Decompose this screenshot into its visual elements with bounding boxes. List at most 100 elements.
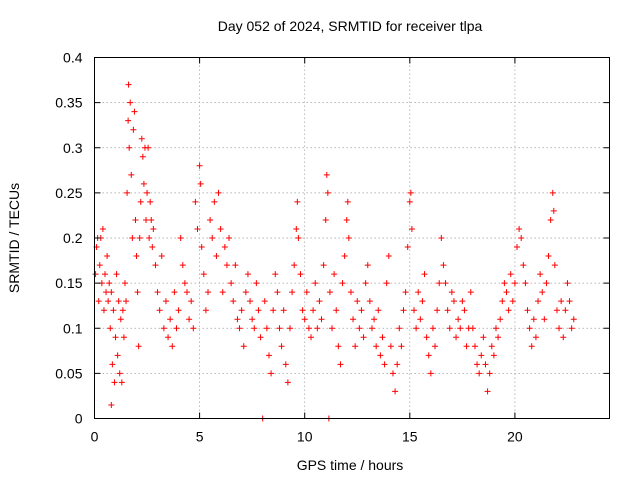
data-point (322, 216, 329, 223)
data-point (251, 325, 258, 332)
data-point (165, 334, 172, 341)
data-point (550, 207, 557, 214)
data-point (215, 189, 222, 196)
data-point (202, 307, 209, 314)
data-point (263, 325, 270, 332)
data-point (549, 189, 556, 196)
data-point (323, 171, 330, 178)
data-point (112, 334, 119, 341)
data-point (314, 325, 321, 332)
data-point (501, 280, 508, 287)
data-point (270, 307, 277, 314)
data-point (387, 343, 394, 350)
data-point (417, 316, 424, 323)
data-point (107, 325, 114, 332)
data-point (111, 379, 118, 386)
data-point (421, 271, 428, 278)
data-point (312, 280, 319, 287)
data-point (316, 298, 323, 305)
data-point (280, 307, 287, 314)
data-point (541, 316, 548, 323)
data-point (364, 262, 371, 269)
data-point (213, 253, 220, 260)
data-point (535, 298, 542, 305)
data-point (240, 343, 247, 350)
data-point (221, 244, 228, 251)
data-point (124, 189, 131, 196)
data-point (362, 280, 369, 287)
data-point (564, 280, 571, 287)
data-point (207, 216, 214, 223)
data-point (440, 262, 447, 269)
data-point (463, 343, 470, 350)
data-point (149, 244, 156, 251)
data-point (368, 325, 375, 332)
data-point (488, 343, 495, 350)
data-point (419, 298, 426, 305)
data-point (150, 225, 157, 232)
data-point (196, 162, 203, 169)
data-point (138, 135, 145, 142)
data-point (181, 280, 188, 287)
data-point (560, 334, 567, 341)
data-point (177, 235, 184, 241)
data-point (297, 271, 304, 278)
data-point (125, 117, 132, 124)
data-point (226, 235, 233, 241)
data-point (427, 370, 434, 377)
data-point (200, 271, 207, 278)
data-point (337, 361, 344, 368)
data-point (127, 99, 134, 106)
data-point (186, 316, 193, 323)
data-point (442, 280, 449, 287)
data-point (223, 262, 230, 269)
data-point (520, 262, 527, 269)
data-point (109, 361, 116, 368)
data-point (461, 307, 468, 314)
data-point (173, 325, 180, 332)
x-tick-label: 20 (507, 429, 523, 445)
data-point (495, 334, 502, 341)
data-point (545, 253, 552, 260)
x-tick-label: 0 (91, 429, 99, 445)
data-point (295, 235, 302, 241)
data-point (115, 298, 122, 305)
data-point (432, 343, 439, 350)
data-point (108, 401, 115, 408)
data-point (381, 361, 388, 368)
data-point (257, 334, 264, 341)
data-point (446, 325, 453, 332)
data-point (158, 253, 165, 260)
data-point (411, 307, 418, 314)
data-point (211, 198, 218, 205)
data-point (407, 189, 414, 196)
x-tick-label: 5 (196, 429, 204, 445)
data-point (190, 325, 197, 332)
data-point (282, 361, 289, 368)
y-tick-label: 0.35 (55, 95, 82, 111)
data-point (96, 262, 103, 269)
data-point (294, 198, 301, 205)
data-point (326, 289, 333, 296)
data-point (486, 370, 493, 377)
data-point (530, 316, 537, 323)
data-point (265, 352, 272, 359)
data-point (139, 153, 146, 160)
data-point (274, 289, 281, 296)
data-point (143, 216, 149, 223)
data-point (490, 352, 497, 359)
data-point (484, 388, 491, 395)
y-tick-label: 0 (75, 411, 83, 427)
data-point (110, 307, 117, 314)
data-point (140, 180, 147, 187)
data-point (100, 307, 107, 314)
data-point (396, 325, 403, 332)
data-point (425, 352, 432, 359)
data-point (209, 235, 216, 241)
data-point (247, 298, 254, 305)
data-point (219, 289, 226, 296)
data-point (171, 289, 178, 296)
data-point (492, 325, 499, 332)
data-point (278, 343, 285, 350)
data-point (303, 289, 310, 296)
